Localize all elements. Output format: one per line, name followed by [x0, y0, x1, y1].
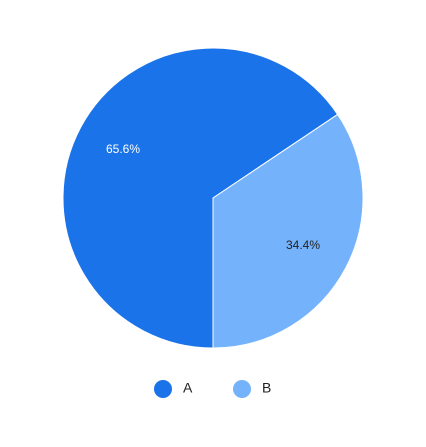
legend-label-b: B — [262, 380, 271, 396]
pie-slice-b — [212, 113, 364, 349]
legend-item-b: B — [233, 380, 271, 398]
legend-label-a: A — [183, 380, 193, 396]
legend-item-a: A — [154, 380, 193, 398]
legend-swatch-a — [154, 380, 172, 398]
legend-swatch-b — [233, 380, 251, 398]
pie-slices — [62, 47, 364, 349]
slice-label-a: 65.6% — [106, 142, 140, 156]
slice-label-b: 34.4% — [286, 238, 320, 252]
pie-slice-a — [62, 47, 339, 349]
pie-slice-labels: 65.6% 34.4% — [106, 142, 320, 252]
